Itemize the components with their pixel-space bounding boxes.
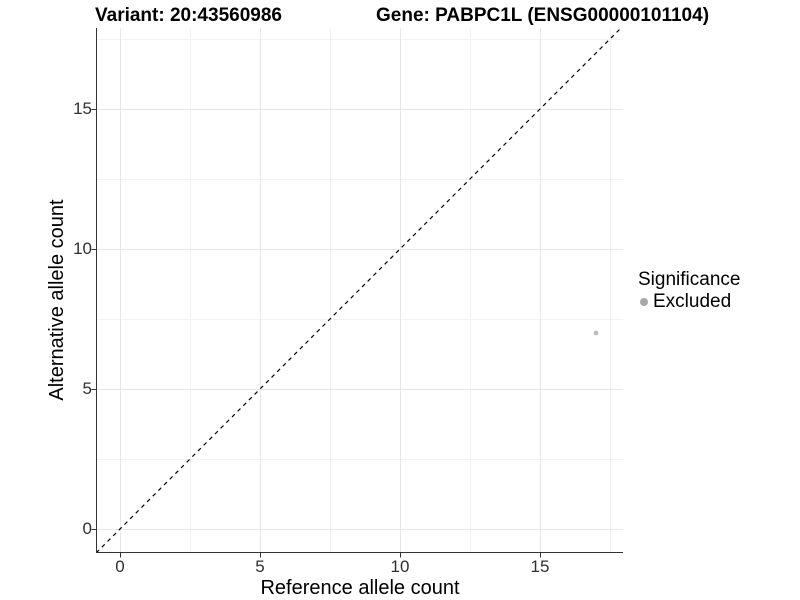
data-point [593, 330, 599, 336]
x-tick-label: 15 [530, 557, 550, 576]
y-tick-label: 0 [82, 519, 92, 538]
legend-entry-label: Excluded [653, 291, 732, 312]
x-axis-title: Reference allele count [260, 577, 460, 599]
legend-marker-circle-icon [640, 298, 648, 306]
x-tick-label: 0 [115, 557, 125, 576]
identity-reference-line [97, 28, 622, 552]
x-tick-label: 10 [390, 557, 410, 576]
legend-entries: Excluded [638, 291, 740, 313]
y-tick-label: 5 [82, 379, 92, 398]
legend: Significance Excluded [638, 269, 740, 313]
plot-title-variant: Variant: 20:43560986 [95, 5, 282, 26]
legend-entry: Excluded [638, 291, 740, 313]
legend-title: Significance [638, 269, 741, 290]
y-tick-label: 15 [73, 99, 92, 118]
plot-title-gene: Gene: PABPC1L (ENSG00000101104) [376, 5, 710, 26]
y-axis-title: Alternative allele count [46, 199, 68, 401]
x-tick-label: 5 [255, 557, 265, 576]
y-tick-label: 10 [73, 239, 92, 258]
